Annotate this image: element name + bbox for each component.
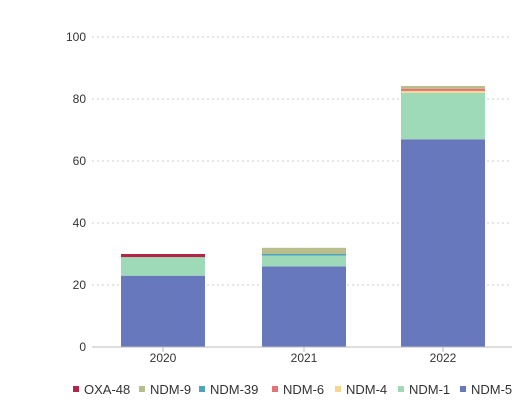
bar-segment-ndm-5[interactable] [121, 275, 205, 347]
legend-swatch [139, 386, 145, 392]
legend-item-ndm-39[interactable]: NDM-39 [199, 382, 258, 397]
bar-segment-ndm-5[interactable] [262, 266, 346, 347]
bar-segment-ndm-9[interactable] [401, 85, 485, 89]
x-axis: 2020 2021 2022 [92, 346, 512, 365]
y-tick-label: 20 [73, 278, 87, 292]
legend-label: NDM-4 [346, 382, 387, 397]
legend-swatch [398, 386, 404, 392]
y-tick-label: 0 [79, 340, 86, 354]
legend-item-ndm-1[interactable]: NDM-1 [398, 382, 450, 397]
legend: OXA-48 NDM-9 NDM-39 NDM-6 NDM-4 NDM-1 NDM-5 [73, 382, 512, 397]
bar-segment-ndm-6[interactable] [401, 88, 485, 91]
bar-segment-ndm-39[interactable] [262, 254, 346, 256]
y-tick-label: 40 [73, 216, 87, 230]
legend-label: NDM-9 [150, 382, 191, 397]
legend-swatch [460, 386, 466, 392]
legend-item-ndm-6[interactable]: NDM-6 [272, 382, 324, 397]
y-tick-label: 60 [73, 154, 87, 168]
legend-label: NDM-1 [409, 382, 450, 397]
bar-segment-ndm-4[interactable] [401, 90, 485, 93]
y-tick-label: 100 [66, 30, 86, 44]
legend-item-oxa-48[interactable]: OXA-48 [73, 382, 130, 397]
legend-swatch [199, 386, 205, 392]
bar-segment-ndm-1[interactable] [401, 92, 485, 140]
x-tick-label: 2020 [150, 351, 177, 365]
bars [121, 85, 485, 347]
bar-segment-ndm-1[interactable] [121, 257, 205, 276]
legend-swatch [335, 386, 341, 392]
legend-label: NDM-5 [471, 382, 512, 397]
bar-segment-ndm-1[interactable] [262, 255, 346, 267]
legend-swatch [272, 386, 278, 392]
bar-segment-ndm-9[interactable] [262, 247, 346, 254]
legend-item-ndm-5[interactable]: NDM-5 [460, 382, 512, 397]
y-axis: 0 20 40 60 80 100 [66, 30, 86, 354]
y-tick-label: 80 [73, 92, 87, 106]
legend-label: NDM-39 [210, 382, 258, 397]
legend-item-ndm-9[interactable]: NDM-9 [139, 382, 191, 397]
legend-item-ndm-4[interactable]: NDM-4 [335, 382, 387, 397]
x-tick-label: 2021 [291, 351, 318, 365]
bar-segment-oxa-48[interactable] [121, 254, 205, 258]
bar-segment-ndm-5[interactable] [401, 139, 485, 347]
legend-swatch [73, 386, 79, 392]
legend-label: OXA-48 [84, 382, 130, 397]
x-tick-label: 2022 [430, 351, 457, 365]
legend-label: NDM-6 [283, 382, 324, 397]
